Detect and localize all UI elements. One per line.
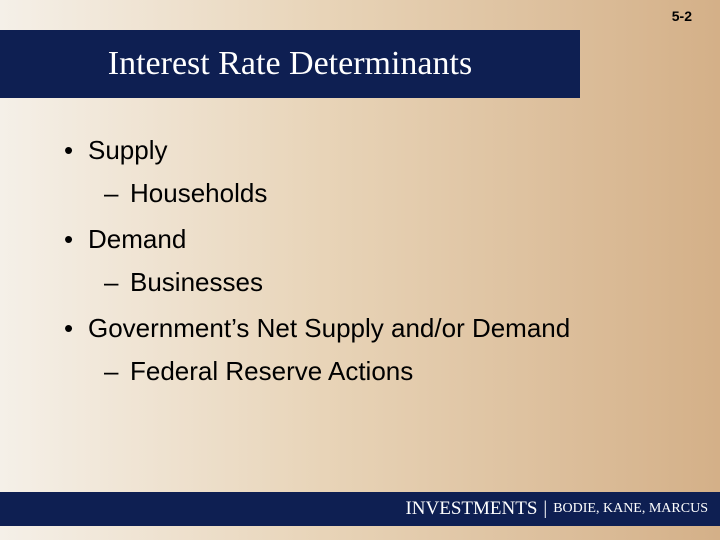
bullet-government: Government’s Net Supply and/or Demand [60,312,660,345]
bullet-demand: Demand [60,223,660,256]
footer-separator: | [543,498,547,520]
slide-title: Interest Rate Determinants [108,45,472,83]
bullet-government-sub: Federal Reserve Actions [60,355,660,388]
title-bar: Interest Rate Determinants [0,30,580,98]
footer-bar: INVESTMENTS | BODIE, KANE, MARCUS [0,492,720,526]
page-number: 5-2 [672,8,692,24]
footer-authors: BODIE, KANE, MARCUS [553,501,708,517]
bullet-supply: Supply [60,134,660,167]
footer-book-title: INVESTMENTS [405,498,537,520]
bullet-supply-sub: Households [60,177,660,210]
content-area: Supply Households Demand Businesses Gove… [60,120,660,387]
bullet-demand-sub: Businesses [60,266,660,299]
